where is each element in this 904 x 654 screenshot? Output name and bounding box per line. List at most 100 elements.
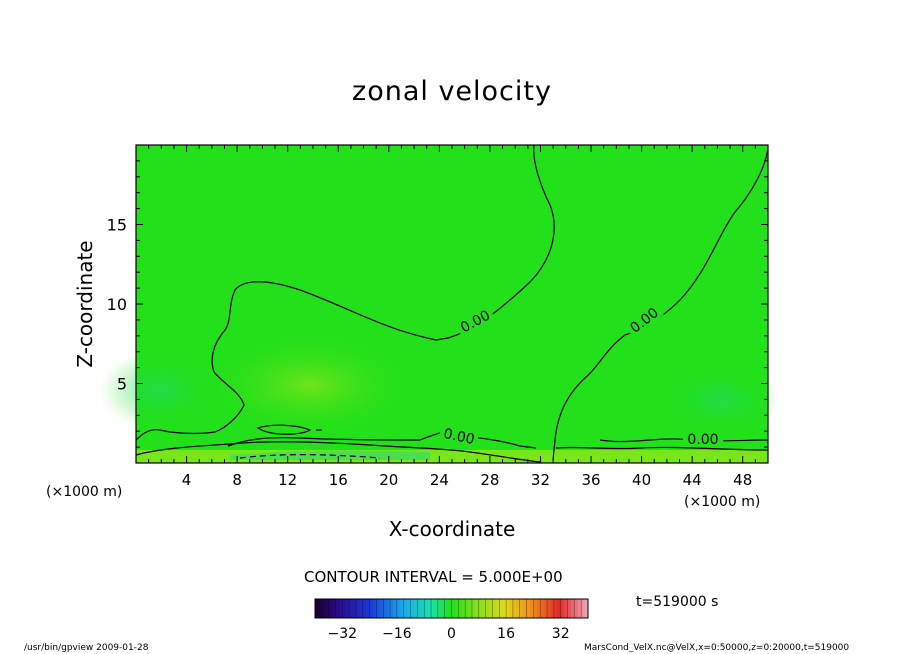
colorbar-cell	[434, 599, 439, 618]
colorbar-cell	[560, 599, 565, 618]
colorbar-cell	[526, 599, 531, 618]
colorbar-cell	[362, 599, 367, 618]
colorbar-cell	[413, 599, 418, 618]
colorbar-cell	[547, 599, 551, 618]
colorbar-cell	[352, 599, 357, 618]
colorbar-cell	[567, 599, 572, 618]
colorbar-cell	[550, 599, 555, 618]
colorbar-cell	[529, 599, 534, 618]
colorbar-cell	[533, 599, 538, 618]
field-warm-region	[200, 330, 420, 440]
colorbar-cell	[523, 599, 527, 618]
contour-label: 0.00	[687, 432, 718, 448]
contour-zero-lower	[135, 441, 541, 463]
y-tick-label: 5	[117, 375, 127, 394]
colorbar-cell	[461, 599, 466, 618]
y-axis-title: Z-coordinate	[73, 240, 97, 367]
colorbar-cell	[492, 599, 497, 618]
x-tick-label: 8	[232, 471, 242, 489]
colorbar-cell	[499, 599, 504, 618]
colorbar-cell	[407, 599, 411, 618]
x-tick-label: 16	[329, 471, 348, 489]
colorbar-cell	[427, 599, 432, 618]
x-axis: 4 8 12 16 20 24 28 32 36 40 44 48	[148, 145, 756, 489]
contour-near-surface	[227, 431, 537, 449]
colorbar-cell	[454, 599, 459, 618]
colorbar-cell	[465, 599, 469, 618]
colorbar-cell	[386, 599, 391, 618]
x-tick-label: 48	[733, 471, 752, 489]
contour-label-group: 0.00 0.00 0.00 0.00	[440, 301, 723, 448]
field-cool-region-2	[660, 365, 780, 435]
colorbar-cell	[441, 599, 446, 618]
colorbar-cell	[478, 599, 483, 618]
x-axis-title: X-coordinate	[389, 517, 516, 541]
colorbar-cell	[332, 599, 336, 618]
colorbar-cell	[553, 599, 558, 618]
colorbar-cell	[431, 599, 435, 618]
colorbar-cell	[393, 599, 398, 618]
colorbar-cell	[335, 599, 340, 618]
colorbar-cell	[475, 599, 480, 618]
contour-right-surface	[555, 446, 769, 451]
colorbar-cell	[373, 599, 377, 618]
colorbar-tick-label: −32	[328, 626, 358, 642]
colorbar-cell	[369, 599, 374, 618]
colorbar-cell	[325, 599, 330, 618]
colorbar-cell	[400, 599, 405, 618]
colorbar-cell	[574, 599, 579, 618]
colorbar-cell	[451, 599, 456, 618]
colorbar-cell	[581, 599, 585, 618]
x-tick-label: 32	[531, 471, 550, 489]
colorbar-cell	[403, 599, 408, 618]
x-tick-label: 12	[278, 471, 297, 489]
colorbar-tick-label: 32	[552, 626, 570, 642]
colorbar-cell	[502, 599, 507, 618]
colorbar-cell	[424, 599, 429, 618]
colorbar-tick-label: −16	[382, 626, 412, 642]
colorbar-cell	[564, 599, 568, 618]
colorbar-cell	[584, 599, 589, 618]
x-tick-label: 44	[683, 471, 702, 489]
contour-zero-upper	[135, 144, 555, 441]
colorbar-cell	[420, 599, 425, 618]
chart-title: zonal velocity	[352, 76, 552, 107]
colorbar-cell	[376, 599, 381, 618]
colorbar-cell	[342, 599, 347, 618]
colorbar-cell	[338, 599, 343, 618]
x-tick-label: 24	[430, 471, 449, 489]
colorbar-cell	[321, 599, 326, 618]
colorbar-cell	[328, 599, 333, 618]
colorbar-cell	[349, 599, 353, 618]
field-cool-region	[100, 350, 220, 430]
colorbar-cell	[577, 599, 582, 618]
x-unit-left: (×1000 m)	[46, 484, 122, 500]
colorbar-cell	[509, 599, 514, 618]
colorbar-cell	[444, 599, 449, 618]
colorbar-cell	[379, 599, 384, 618]
x-tick-label: 36	[581, 471, 600, 489]
colorbar-cell	[489, 599, 493, 618]
colorbar-cell	[485, 599, 490, 618]
colorbar-cell	[540, 599, 545, 618]
y-axis: 5 10 15	[107, 160, 768, 448]
colorbar-cell	[512, 599, 517, 618]
colorbar-cell	[516, 599, 521, 618]
colorbar-cell	[448, 599, 452, 618]
colorbar-cell	[383, 599, 388, 618]
colorbar-tick-label: 0	[447, 626, 456, 642]
footer-right: MarsCond_VelX.nc@VelX,x=0:50000,z=0:2000…	[584, 643, 850, 653]
colorbar-cell	[359, 599, 364, 618]
contour-dashed	[239, 454, 381, 459]
colorbar-cell	[557, 599, 562, 618]
colorbar-frame	[314, 598, 589, 619]
x-tick-label: 40	[632, 471, 651, 489]
colorbar-cell	[468, 599, 473, 618]
y-tick-label: 10	[107, 295, 127, 314]
colorbar-cell	[519, 599, 524, 618]
colorbar-cell	[506, 599, 510, 618]
colorbar-cell	[536, 599, 541, 618]
y-tick-label: 15	[107, 216, 127, 235]
colorbar-cell	[458, 599, 463, 618]
time-label: t=519000 s	[636, 594, 719, 610]
